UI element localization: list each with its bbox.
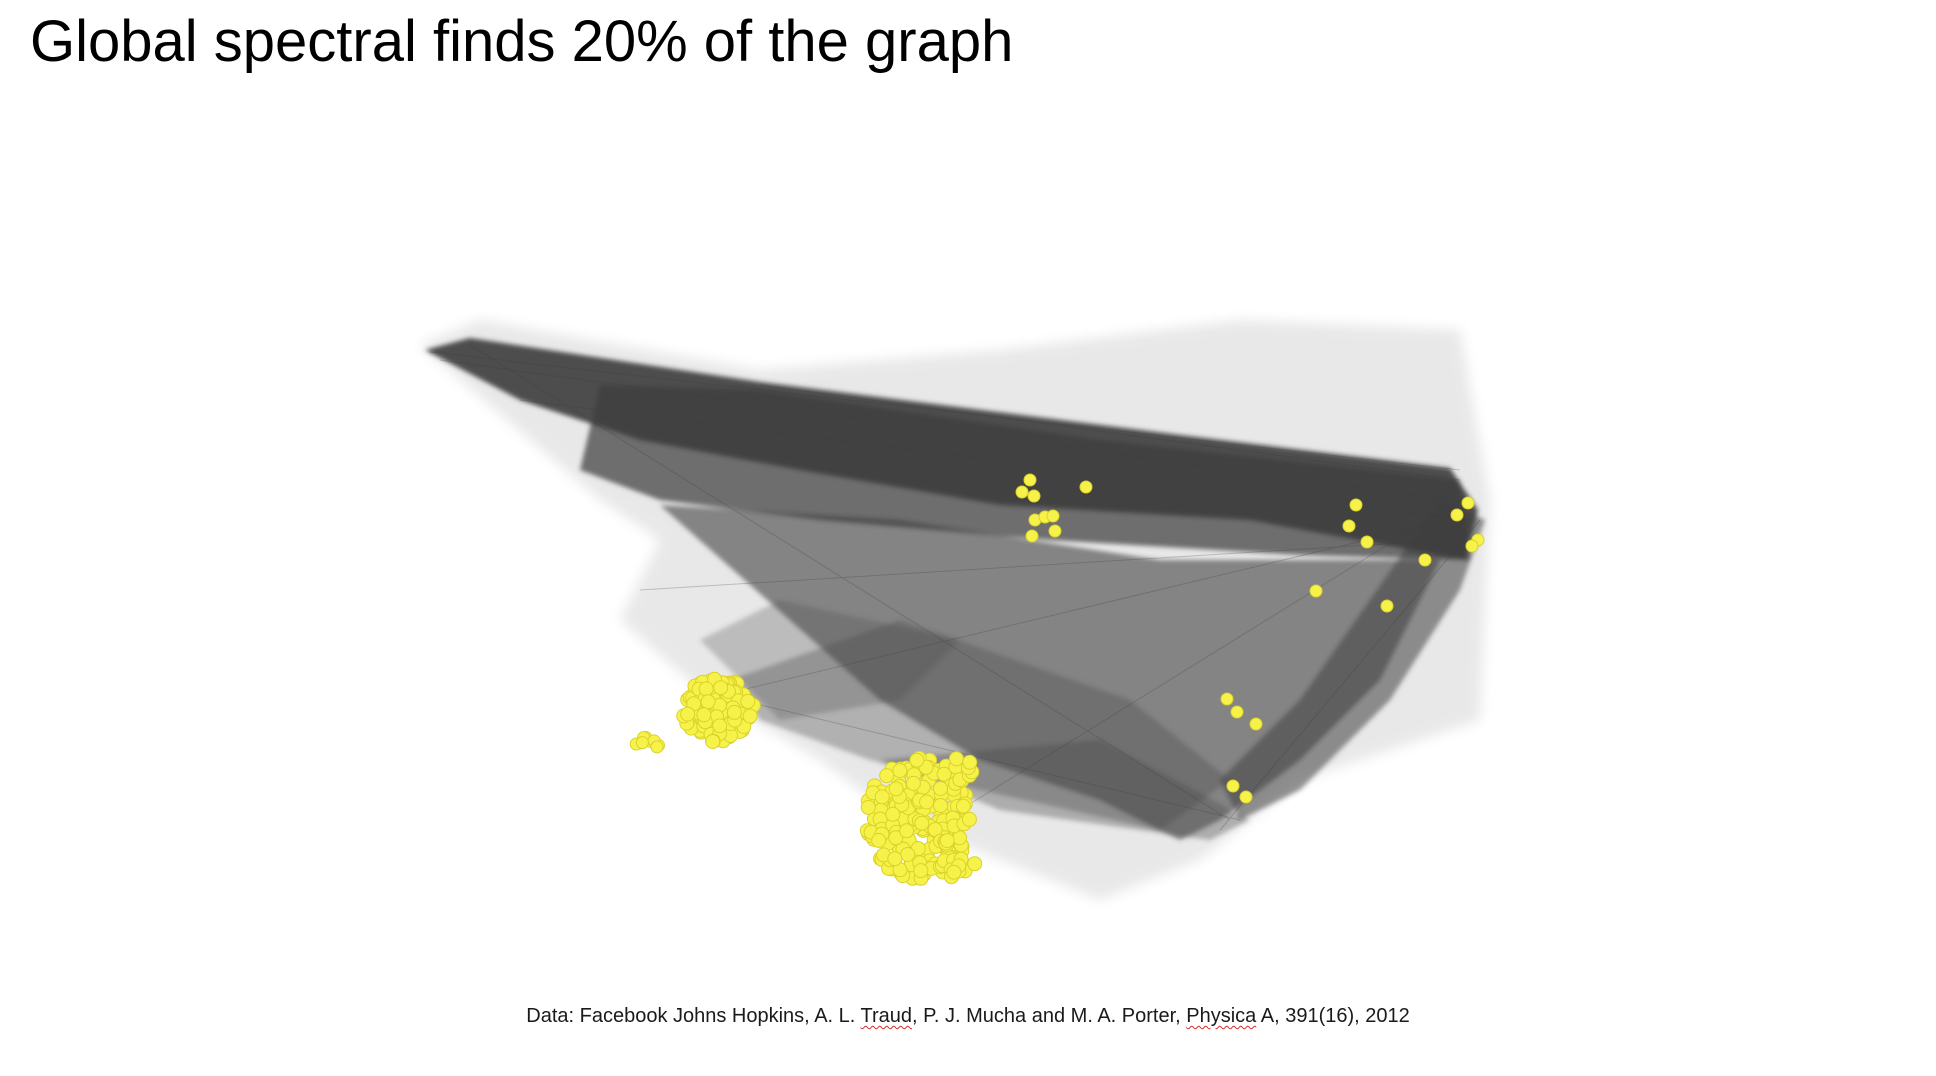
graph-node [946,864,962,880]
highlighted-node-clusters [629,473,1485,886]
graph-node [885,806,901,822]
graph-node [696,707,712,723]
graph-node [1349,498,1363,512]
graph-node [1025,529,1039,543]
graph-node [1360,535,1374,549]
slide-title: Global spectral finds 20% of the graph [30,9,1014,74]
graph-edges-to-clusters [700,600,1250,840]
graph-node [900,847,916,862]
graph-node [967,856,983,872]
graph-node [1342,519,1356,533]
graph-node [705,734,721,749]
graph-node [740,693,756,709]
citation-author-flagged: Traud [860,1005,913,1027]
graph-node [933,798,948,813]
graph-node [919,794,935,810]
graph-node [1461,496,1475,510]
graph-node [1380,599,1394,613]
graph-node [899,823,915,839]
citation-journal-flagged: Physica [1186,1005,1257,1027]
graph-node [1465,539,1479,553]
graph-node [948,751,964,767]
graph-node [909,752,925,768]
graph-node [961,811,977,827]
graph-node [914,815,930,831]
citation-suffix: A, 391(16), 2012 [1256,1005,1410,1027]
graph-node [955,798,971,814]
graph-node [879,768,895,784]
graph-node [888,830,904,846]
graph-node [1418,553,1432,567]
graph-node [1226,779,1240,793]
graph-node [1230,705,1244,719]
graph-node [713,680,729,696]
graph-node [1450,508,1464,522]
graph-node [939,833,955,849]
graph-node [1249,717,1263,731]
graph-node [680,706,696,722]
graph-node [742,708,758,724]
graph-node [1046,509,1060,523]
citation: Data: Facebook Johns Hopkins, A. L. Trau… [0,1005,1936,1028]
graph-edge-strokes [429,344,1481,831]
graph-node [712,718,728,734]
graph-node [874,789,890,805]
graph-node [1309,584,1323,598]
graph-node [913,863,929,879]
graph-node [726,704,742,720]
graph-node [1220,692,1234,706]
graph-node [635,736,649,750]
graph-node [887,851,903,867]
graph-node [936,766,952,782]
graph-node [1048,524,1062,538]
graph-node [1015,485,1029,499]
graph-node [905,775,921,791]
graph-node [962,754,978,770]
graph-node [1027,489,1041,503]
graph-node [1023,473,1037,487]
citation-prefix: Data: Facebook Johns Hopkins, A. L. [526,1005,861,1027]
graph-node [892,763,908,779]
graph-node [871,832,887,848]
graph-node [860,799,876,815]
graph-node [650,740,664,754]
graph-node [700,694,716,710]
graph-node [1079,480,1093,494]
graph-node [888,781,904,797]
graph-node [698,681,714,697]
graph-node [933,781,948,796]
graph-node [1239,790,1253,804]
citation-middle: , P. J. Mucha and M. A. Porter, [912,1005,1187,1027]
